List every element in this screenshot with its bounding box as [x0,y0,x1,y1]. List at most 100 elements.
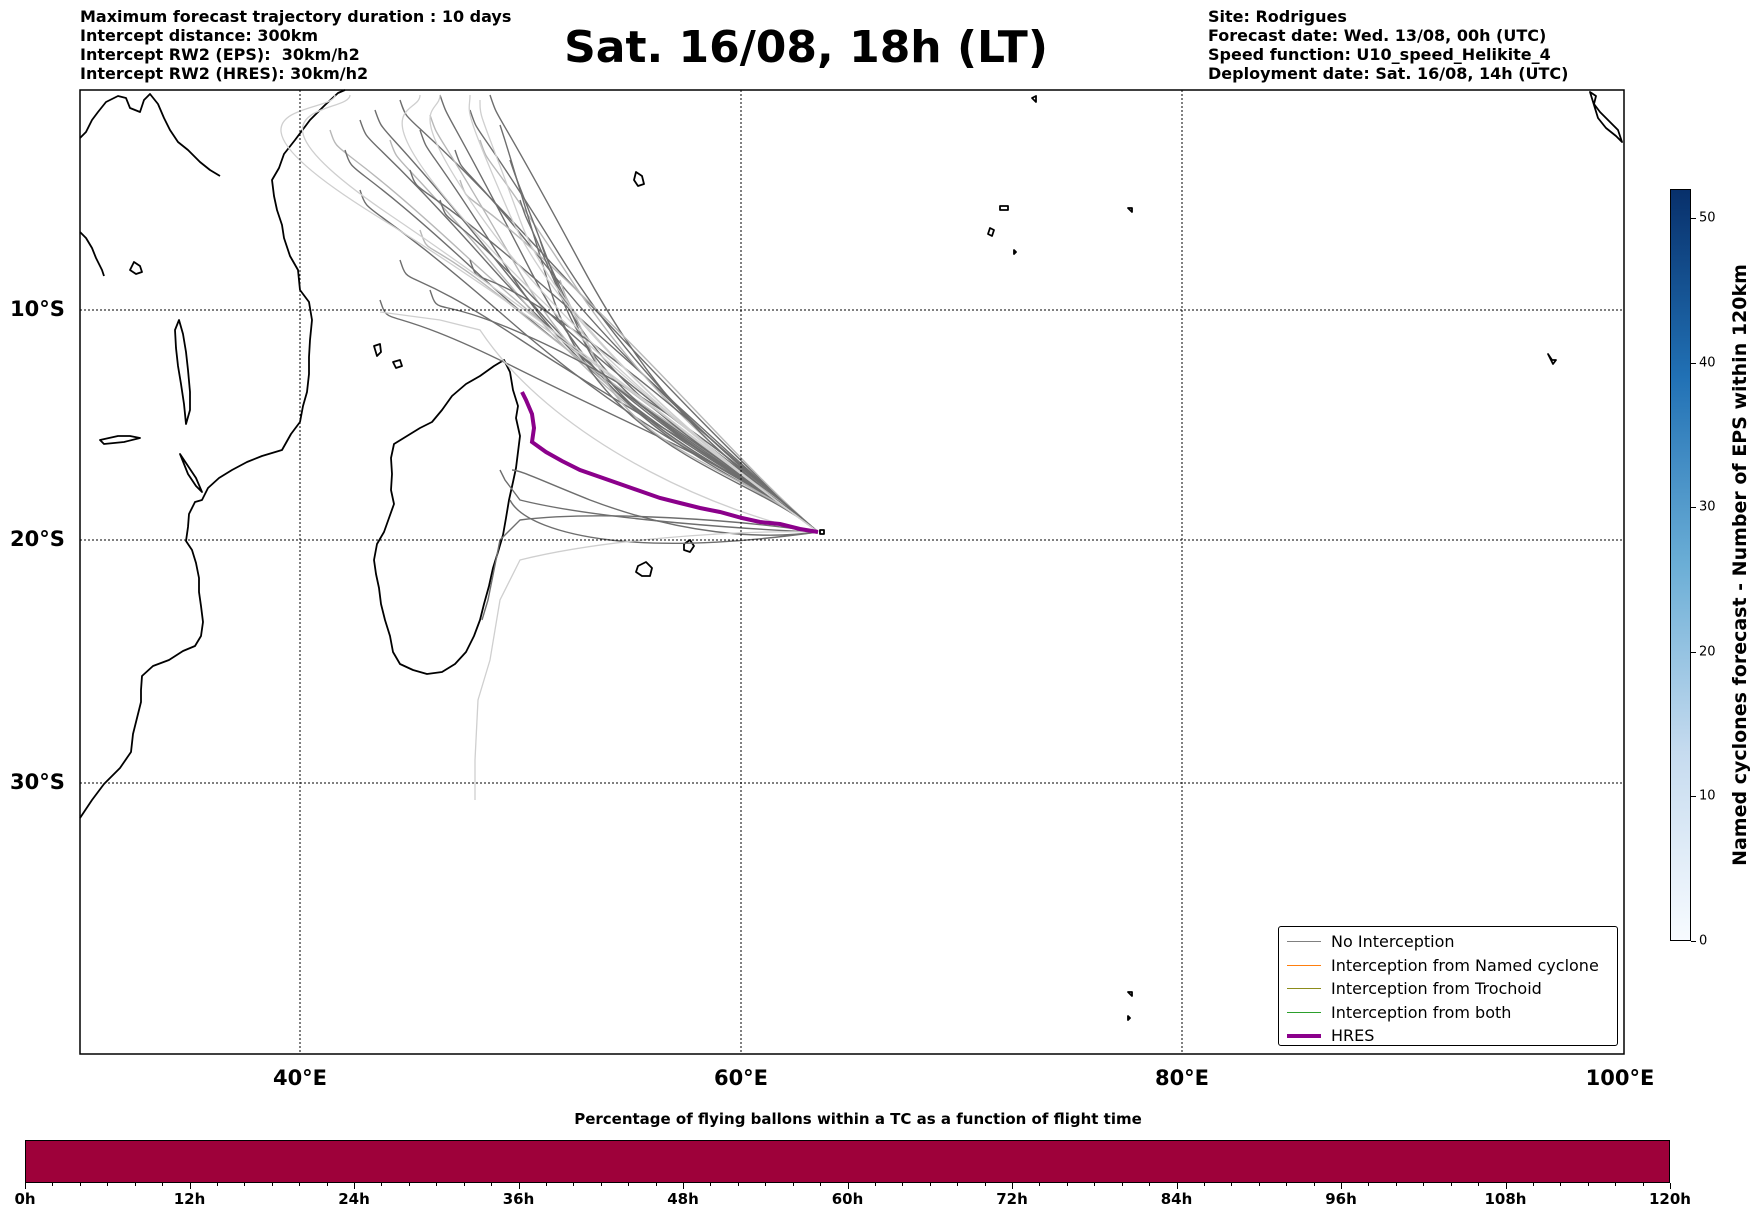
header-right-line: Speed function: U10_speed_Helikite_4 [1208,45,1551,64]
legend-entry-no-interception: No Interception [1287,930,1609,954]
flight-time-minor-tick [189,1183,191,1186]
flight-time-minor-tick [1231,1183,1233,1186]
flight-time-minor-tick [134,1183,136,1186]
flight-time-minor-tick [1505,1183,1507,1186]
flight-time-minor-tick [1615,1183,1617,1186]
flight-time-minor-tick [1149,1183,1151,1186]
flight-time-tick-label: 108h [1484,1190,1527,1208]
flight-time-tick [354,1183,355,1189]
legend-label: Interception from Trochoid [1331,979,1542,999]
flight-time-minor-tick [216,1183,218,1186]
flight-time-tick-label: 60h [831,1190,864,1208]
flight-time-minor-tick [655,1183,657,1186]
rodrigues-island [819,529,825,535]
flight-time-minor-tick [1560,1183,1562,1186]
flight-time-minor-tick [271,1183,273,1186]
flight-time-tick [518,1183,520,1189]
ensemble-trajectory [439,199,819,533]
ensemble-trajectory [399,99,819,533]
map-title: Sat. 16/08, 18h (LT) [564,22,1048,73]
flight-time-minor-tick [573,1183,575,1186]
ensemble-trajectory [479,99,819,533]
africa-coastline [79,89,346,819]
header-info-right: Site: Rodrigues Forecast date: Wed. 13/0… [1208,7,1568,83]
colorbar-label: Named cyclones forecast - Number of EPS … [1729,264,1751,866]
ensemble-trajectory [519,199,819,533]
ensemble-trajectory [429,289,819,533]
flight-time-minor-tick [957,1183,959,1186]
flight-time-minor-tick [79,1183,81,1186]
colorbar-tick [1691,507,1696,509]
lat-tick-label: 20°S [10,527,65,551]
header-left-line: Maximum forecast trajectory duration : 1… [80,7,512,26]
flight-time-minor-tick [1203,1183,1205,1186]
ensemble-trajectory [401,94,819,533]
ensemble-trajectory [499,124,819,533]
flight-time-tick-label: 12h [173,1190,206,1208]
flight-time-minor-tick [1532,1183,1534,1186]
legend-label: Interception from both [1331,1002,1512,1022]
flight-time-tick [1176,1183,1178,1189]
flight-time-minor-tick [1642,1183,1644,1186]
flight-time-minor-tick [408,1183,410,1186]
flight-time-minor-tick [847,1183,849,1186]
ensemble-trajectory [459,179,819,533]
flight-time-minor-tick [1012,1183,1013,1186]
colorbar-tick-label: 40 [1699,355,1716,371]
flight-time-tick [1341,1183,1342,1189]
legend-swatch [1287,941,1321,943]
flight-time-tick [1012,1183,1013,1189]
flight-time-minor-tick [984,1183,986,1186]
flight-time-minor-tick [381,1183,383,1186]
colorbar-tick [1691,362,1696,364]
ensemble-trajectory [379,299,819,533]
flight-time-minor-tick [518,1183,520,1186]
ensemble-trajectory [509,159,819,533]
flight-time-minor-tick [737,1183,739,1186]
header-info-left: Maximum forecast trajectory duration : 1… [80,7,511,83]
colorbar-tick [1691,651,1696,653]
lat-tick-label: 10°S [10,297,65,321]
flight-time-tick [683,1183,684,1189]
flight-time-minor-tick [162,1183,164,1186]
flight-time-colorbar [25,1140,1670,1183]
map-frame [79,89,1625,1055]
legend-entry-hres: HRES [1287,1024,1609,1048]
mauritius-island [683,539,695,553]
flight-time-minor-tick [929,1183,931,1186]
flight-time-minor-tick [107,1183,109,1186]
flight-time-minor-tick [1478,1183,1480,1186]
flight-time-tick [847,1183,849,1189]
flight-time-minor-tick [1313,1183,1315,1186]
flight-time-tick-label: 48h [667,1190,699,1208]
legend-swatch [1287,1011,1321,1013]
flight-time-minor-tick [902,1183,904,1186]
flight-time-minor-tick [1368,1183,1370,1186]
legend-entry-both: Interception from both [1287,1001,1609,1025]
flight-time-tick-label: 0h [14,1190,36,1208]
eps-count-colorbar [1670,189,1691,941]
flight-time-minor-tick [710,1183,712,1186]
legend-entry-trochoid: Interception from Trochoid [1287,977,1609,1001]
flight-time-tick-label: 36h [502,1190,535,1208]
colorbar-tick-label: 0 [1699,933,1708,949]
legend-label: No Interception [1331,932,1455,952]
ensemble-trajectory [474,531,819,800]
flight-time-minor-tick [820,1183,822,1186]
colorbar-tick [1691,796,1696,798]
ensemble-trajectory [302,94,819,533]
flight-time-minor-tick [1587,1183,1589,1186]
header-right-line: Site: Rodrigues [1208,7,1347,26]
flight-time-tick [25,1183,26,1189]
ensemble-trajectory [511,469,819,536]
flight-time-minor-tick [244,1183,246,1186]
legend-swatch [1287,1033,1321,1038]
flight-time-minor-tick [52,1183,54,1186]
flight-time-minor-tick [1121,1183,1123,1186]
flight-time-minor-tick [683,1183,684,1186]
flight-time-tick-label: 84h [1160,1190,1193,1208]
flight-time-minor-tick [1258,1183,1260,1186]
legend-entry-named-cyclone: Interception from Named cyclone [1287,954,1609,978]
flight-time-minor-tick [1176,1183,1178,1186]
